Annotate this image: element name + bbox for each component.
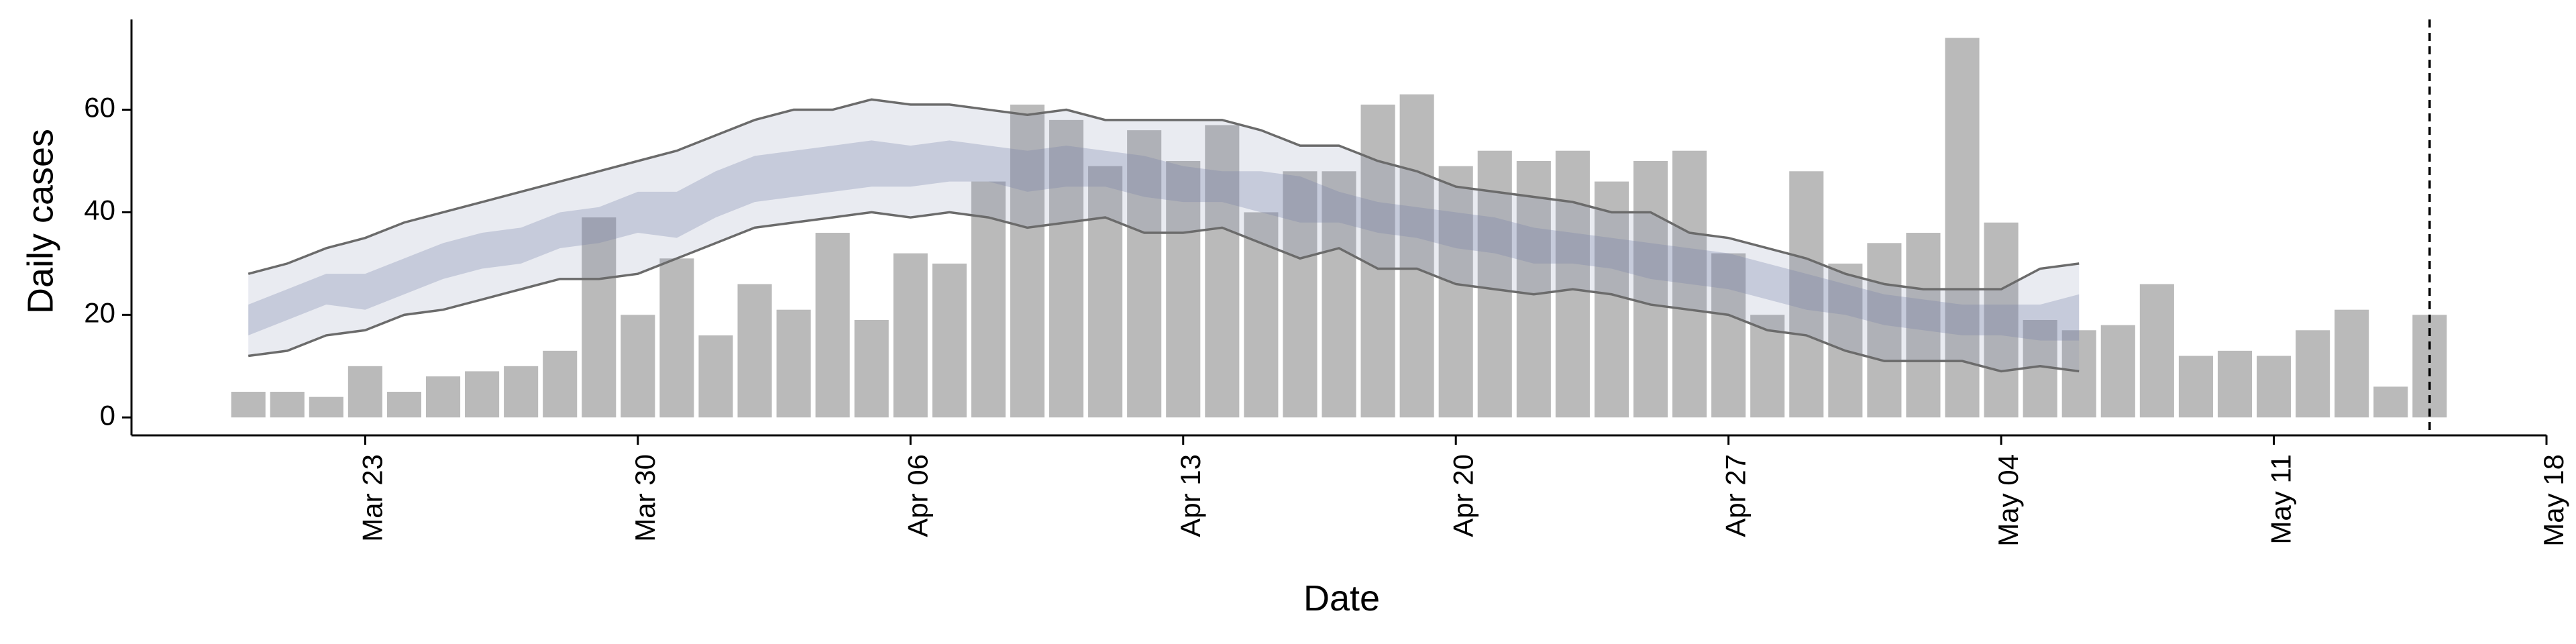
bar [2257,356,2292,418]
bar [1283,171,1318,418]
bar [2217,350,2253,418]
bar [1166,160,1201,418]
bar [1205,125,1240,418]
bar [1945,38,1980,418]
bar [231,392,266,418]
x-tick-label: Apr 27 [1720,454,1752,537]
bar [2178,356,2213,418]
bar [2296,330,2330,418]
bar [893,253,928,418]
bound-line [248,98,2080,290]
bar [737,284,772,418]
inner-band [248,140,2080,341]
bar [2334,309,2369,418]
bar [1828,263,1863,418]
bar [1010,104,1045,418]
bar [1088,166,1123,418]
x-tick-label: May 11 [2265,454,2297,545]
bar [1789,171,1824,418]
x-tick-label: Apr 20 [1447,454,1479,537]
x-tick-label: Apr 13 [1175,454,1206,537]
bar [347,366,382,418]
bar [386,392,421,418]
bar [465,371,500,418]
bar [932,263,967,418]
bar [1867,243,1902,418]
bar [543,350,578,418]
bar [659,258,694,418]
bar [270,392,305,418]
bar [2061,330,2096,418]
y-tick-label: 20 [84,297,115,328]
bar [504,366,539,418]
bar [1477,150,1512,418]
bar [2100,325,2135,418]
bar [815,233,850,418]
bar [776,309,811,418]
bar [621,315,655,418]
x-tick-label: Mar 23 [356,454,388,542]
outer-band [248,99,2080,372]
bar [2373,386,2408,418]
y-tick-label: 60 [84,92,115,123]
bar [1555,150,1590,418]
y-tick-label: 0 [100,399,115,431]
x-tick-label: Mar 30 [629,454,661,542]
bar [1322,171,1356,418]
bar [1711,253,1746,418]
bar [1127,130,1162,418]
bar [1984,222,2019,418]
x-tick-label: May 04 [1992,454,2024,547]
bar [309,396,343,418]
bar [854,319,889,418]
bar [582,217,616,418]
y-tick-label: 40 [84,195,115,226]
bar [1672,150,1707,418]
bar [2139,284,2174,418]
y-axis-label: Daily cases [20,129,60,314]
bar [698,335,733,418]
bar [1594,181,1629,418]
bar [1438,166,1473,418]
x-axis-label: Date [1303,578,1380,619]
x-tick-label: Apr 06 [902,454,933,537]
bound-line [248,211,2080,373]
x-tick-label: May 18 [2538,454,2569,547]
bar [1049,119,1084,418]
bar [1906,233,1941,418]
bar [425,376,461,418]
bar [1633,160,1668,418]
bar [1399,94,1434,418]
bar [1516,160,1551,418]
